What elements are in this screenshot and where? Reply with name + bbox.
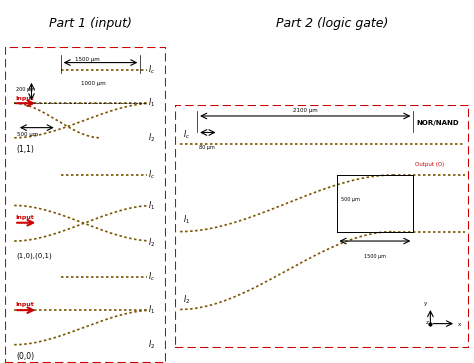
Text: (1,0),(0,1): (1,0),(0,1)	[17, 252, 53, 259]
Text: 500 μm: 500 μm	[341, 197, 360, 202]
Text: $I_c$: $I_c$	[148, 64, 155, 76]
Text: 500 μm: 500 μm	[17, 132, 38, 137]
Text: 200 μm: 200 μm	[16, 87, 35, 92]
Text: y: y	[424, 301, 428, 306]
Text: $I_2$: $I_2$	[148, 131, 155, 144]
Text: 2100 μm: 2100 μm	[293, 109, 318, 114]
Text: (1,1): (1,1)	[17, 145, 35, 154]
Text: $I_2$: $I_2$	[148, 237, 155, 249]
Text: (0,0): (0,0)	[17, 352, 35, 361]
Text: 1500 μm: 1500 μm	[75, 57, 100, 62]
Text: $I_c$: $I_c$	[183, 128, 190, 141]
Text: x: x	[457, 322, 461, 327]
Text: 1000 μm: 1000 μm	[81, 81, 105, 86]
Text: $I_1$: $I_1$	[148, 304, 155, 317]
Text: $I_c$: $I_c$	[148, 169, 155, 181]
Text: $I_c$: $I_c$	[148, 270, 155, 283]
Text: Part 2 (logic gate): Part 2 (logic gate)	[275, 17, 388, 30]
Text: Part 1 (input): Part 1 (input)	[49, 17, 131, 30]
Text: $I_1$: $I_1$	[148, 199, 155, 212]
Text: z: z	[426, 319, 429, 325]
Text: Input: Input	[16, 96, 34, 101]
Text: 1500 μm: 1500 μm	[364, 253, 386, 258]
Text: $I_1$: $I_1$	[148, 97, 155, 110]
Text: 80 μm: 80 μm	[199, 145, 214, 150]
Text: NOR/NAND: NOR/NAND	[416, 121, 459, 126]
Text: $I_2$: $I_2$	[183, 293, 190, 306]
Text: $I_2$: $I_2$	[148, 338, 155, 351]
Text: Input: Input	[16, 302, 34, 307]
Text: Input: Input	[16, 215, 34, 220]
Text: $I_1$: $I_1$	[183, 213, 190, 226]
Text: Output (O): Output (O)	[415, 162, 445, 167]
